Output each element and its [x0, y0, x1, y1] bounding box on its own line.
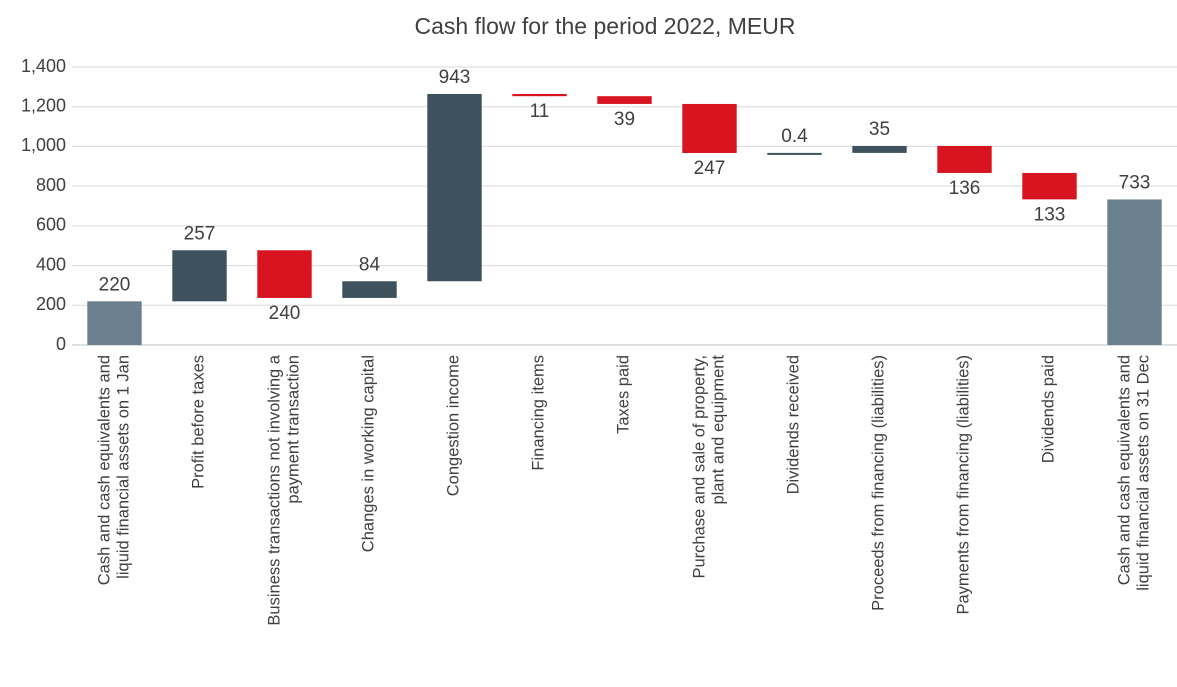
bar — [852, 145, 907, 153]
bar — [682, 103, 737, 153]
x-tick-label: Cash and cash equivalents andliquid fina… — [96, 355, 133, 585]
y-tick-label: 200 — [36, 294, 66, 314]
value-label: 240 — [269, 303, 301, 324]
bar — [597, 96, 652, 104]
value-label: 11 — [530, 101, 550, 122]
x-tick-label: Business transactions not involving apay… — [266, 354, 303, 625]
bar — [1107, 199, 1162, 345]
bar — [767, 152, 822, 155]
bar — [172, 250, 227, 302]
x-tick-label: Purchase and sale of property,plant and … — [691, 355, 728, 579]
value-label: 247 — [694, 158, 726, 179]
bar — [87, 301, 142, 345]
y-tick-label: 800 — [36, 175, 66, 195]
bar — [257, 250, 312, 298]
y-tick-label: 600 — [36, 215, 66, 235]
bar — [1022, 172, 1077, 200]
bar — [512, 94, 567, 97]
y-tick-label: 1,400 — [21, 56, 66, 76]
x-tick-label: Payments from financing (liabilities) — [955, 355, 973, 615]
value-label: 84 — [359, 254, 381, 275]
x-tick-label: Proceeds from financing (liabilities) — [870, 355, 888, 611]
x-tick-label: Dividends paid — [1040, 355, 1058, 463]
x-tick-label: Cash and cash equivalents andliquid fina… — [1116, 355, 1153, 591]
chart-title: Cash flow for the period 2022, MEUR — [415, 13, 796, 39]
y-tick-label: 0 — [56, 334, 66, 354]
y-tick-label: 1,000 — [21, 135, 66, 155]
value-label: 136 — [949, 178, 981, 199]
x-tick-label: Dividends received — [785, 355, 803, 494]
value-label: 733 — [1119, 172, 1151, 193]
y-tick-label: 1,200 — [21, 95, 66, 115]
value-label: 220 — [99, 274, 131, 295]
x-tick-label: Profit before taxes — [190, 355, 208, 489]
value-label: 943 — [439, 67, 471, 88]
bar — [342, 281, 397, 298]
value-label: 39 — [614, 109, 635, 130]
bar — [427, 94, 482, 282]
x-tick-label: Taxes paid — [615, 355, 633, 434]
x-tick-label: Financing items — [530, 355, 548, 471]
value-label: 257 — [184, 223, 216, 244]
value-label: 35 — [869, 119, 890, 140]
value-label: 0.4 — [781, 126, 808, 147]
bar — [937, 145, 992, 173]
value-label: 133 — [1034, 204, 1066, 225]
y-tick-label: 400 — [36, 254, 66, 274]
x-tick-label: Congestion income — [445, 355, 463, 496]
x-tick-label: Changes in working capital — [360, 355, 378, 552]
